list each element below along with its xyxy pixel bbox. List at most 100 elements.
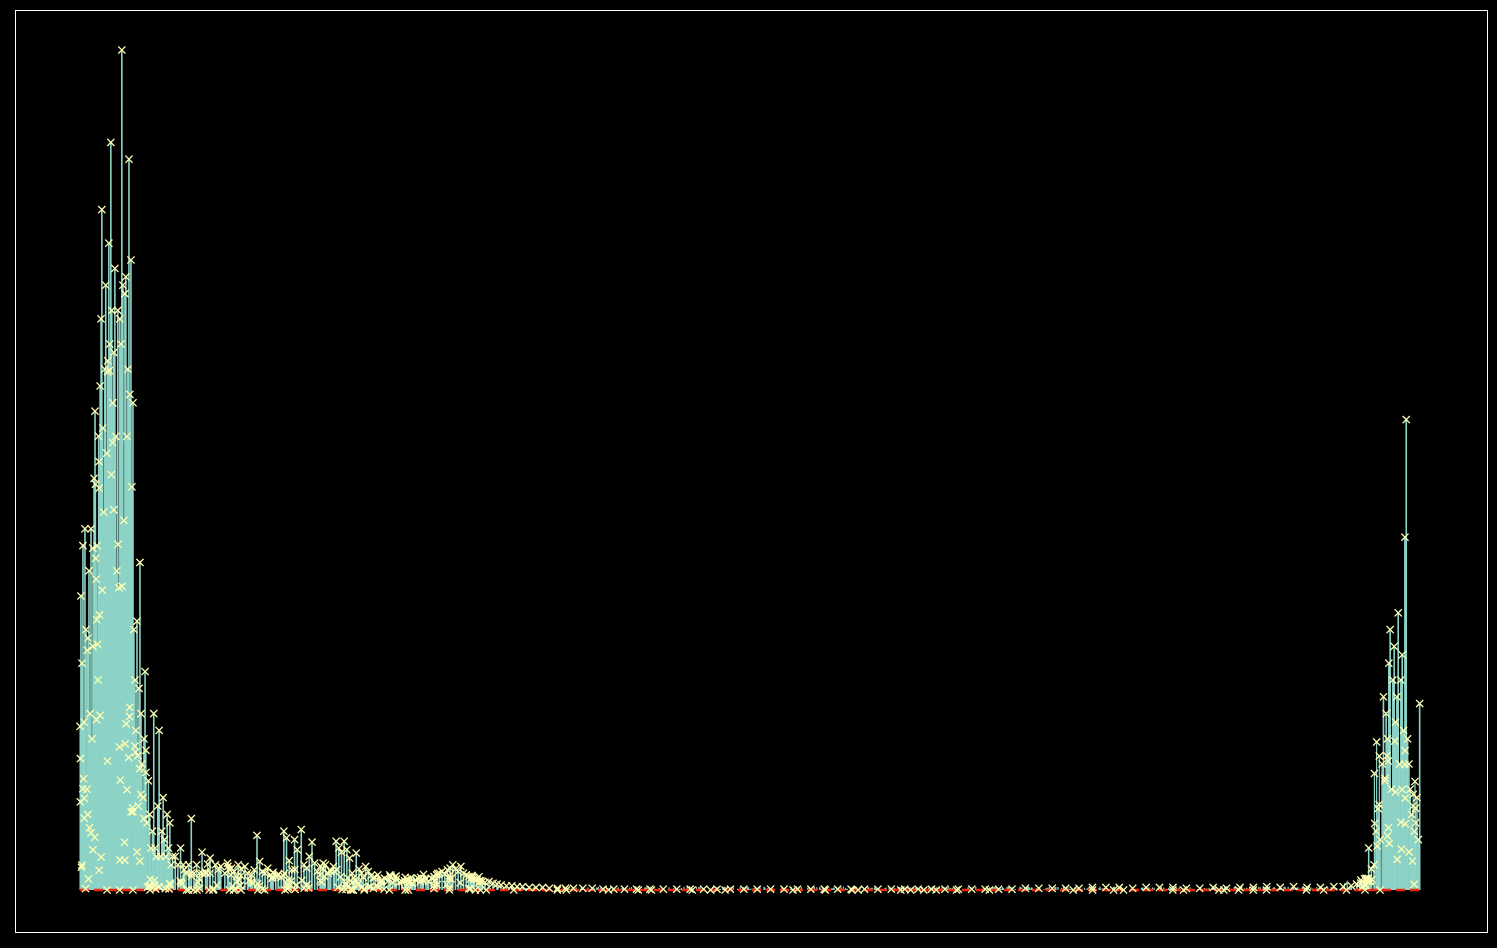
stem-marker	[138, 793, 148, 802]
noise-marker	[95, 711, 105, 720]
baseline-marker	[1342, 885, 1351, 895]
stem-marker	[85, 709, 95, 718]
stem-marker	[1302, 883, 1312, 892]
baseline-marker	[128, 885, 137, 895]
baseline-marker	[932, 885, 941, 895]
stem-marker	[1034, 884, 1043, 893]
noise-marker	[135, 857, 144, 866]
stem-marker	[954, 885, 963, 894]
stem-marker	[833, 885, 842, 894]
stem-marker	[588, 884, 597, 893]
stem-marker	[518, 882, 527, 891]
noise-marker	[445, 885, 454, 894]
baseline-marker	[706, 885, 715, 895]
stem-marker	[114, 583, 123, 592]
stem-marker	[1394, 608, 1403, 617]
noise-marker	[445, 871, 454, 880]
stem-marker	[472, 875, 481, 884]
stem-marker	[1386, 625, 1395, 634]
stem-marker	[1021, 884, 1030, 893]
stem-marker	[82, 785, 92, 794]
noise-marker	[1401, 819, 1410, 828]
baseline-marker	[385, 885, 394, 895]
stem-marker	[171, 852, 180, 861]
stem-marker	[279, 827, 288, 836]
stem-marker	[88, 642, 98, 651]
stem-marker	[263, 864, 272, 873]
stem-marker	[302, 864, 311, 873]
stem-marker	[96, 314, 106, 323]
stem-marker	[78, 541, 88, 550]
stem-marker	[413, 874, 422, 883]
baseline-marker	[1249, 885, 1258, 895]
baseline-marker	[688, 885, 697, 895]
stem-marker	[1367, 864, 1376, 874]
stem-marker	[116, 339, 125, 349]
stem-marker	[88, 734, 97, 743]
stem-marker	[345, 854, 354, 863]
stem-marker	[354, 864, 363, 874]
baseline-marker	[509, 885, 518, 895]
baseline-marker	[205, 885, 214, 895]
noise-marker	[143, 883, 152, 892]
stem-marker	[80, 524, 90, 533]
noise-marker	[244, 876, 253, 885]
stem-marker	[139, 734, 149, 743]
stem-marker	[141, 768, 151, 777]
stem-marker	[940, 885, 950, 894]
baseline-marker	[788, 885, 798, 895]
baseline-marker	[192, 885, 202, 895]
noise-marker	[429, 884, 439, 893]
stem-marker	[290, 835, 299, 844]
stem-marker	[361, 862, 370, 871]
stem-marker	[1404, 759, 1413, 769]
noise-marker	[120, 856, 129, 865]
stem-marker	[1048, 884, 1057, 893]
noise-marker	[103, 757, 112, 766]
noise-marker	[98, 586, 107, 595]
noise-marker	[1383, 831, 1392, 840]
stem-marker	[104, 239, 113, 248]
baseline-marker	[189, 885, 198, 895]
baseline-marker	[1214, 885, 1223, 895]
stem-marker	[129, 625, 138, 634]
noise-marker	[130, 742, 139, 751]
noise-marker	[466, 884, 475, 893]
noise-marker	[109, 505, 118, 514]
noise-marker	[300, 884, 309, 893]
noise-marker	[122, 785, 132, 794]
stem-marker	[1289, 882, 1298, 891]
stem-marker	[236, 864, 245, 874]
baseline-marker	[906, 885, 915, 895]
stem-marker	[86, 524, 96, 533]
stem-marker	[332, 837, 341, 846]
stem-marker	[131, 726, 140, 735]
stem-marker	[1396, 675, 1405, 685]
baseline-marker	[253, 885, 262, 895]
stem-marker	[127, 482, 136, 491]
stem-marker	[94, 457, 104, 466]
noise-marker	[95, 484, 104, 493]
stem-marker	[340, 837, 349, 846]
stem-marker	[806, 885, 815, 894]
baseline-marker	[346, 885, 356, 895]
stem-marker	[165, 818, 174, 827]
stem-marker	[230, 867, 239, 876]
noise-marker	[1385, 839, 1394, 848]
noise-marker	[1401, 793, 1410, 803]
noise-marker	[255, 881, 264, 890]
stem-marker	[119, 516, 128, 525]
stem-marker	[120, 289, 129, 298]
baseline-marker	[1262, 885, 1271, 895]
stem-marker	[1403, 734, 1412, 743]
noise-marker	[79, 774, 88, 783]
stem-marker	[112, 566, 121, 575]
noise-marker	[366, 882, 375, 891]
baseline-marker	[985, 885, 994, 895]
stem-marker	[1329, 882, 1338, 891]
stem-marker	[297, 825, 306, 834]
stem-marker	[103, 356, 112, 365]
stem-marker	[1115, 883, 1124, 892]
